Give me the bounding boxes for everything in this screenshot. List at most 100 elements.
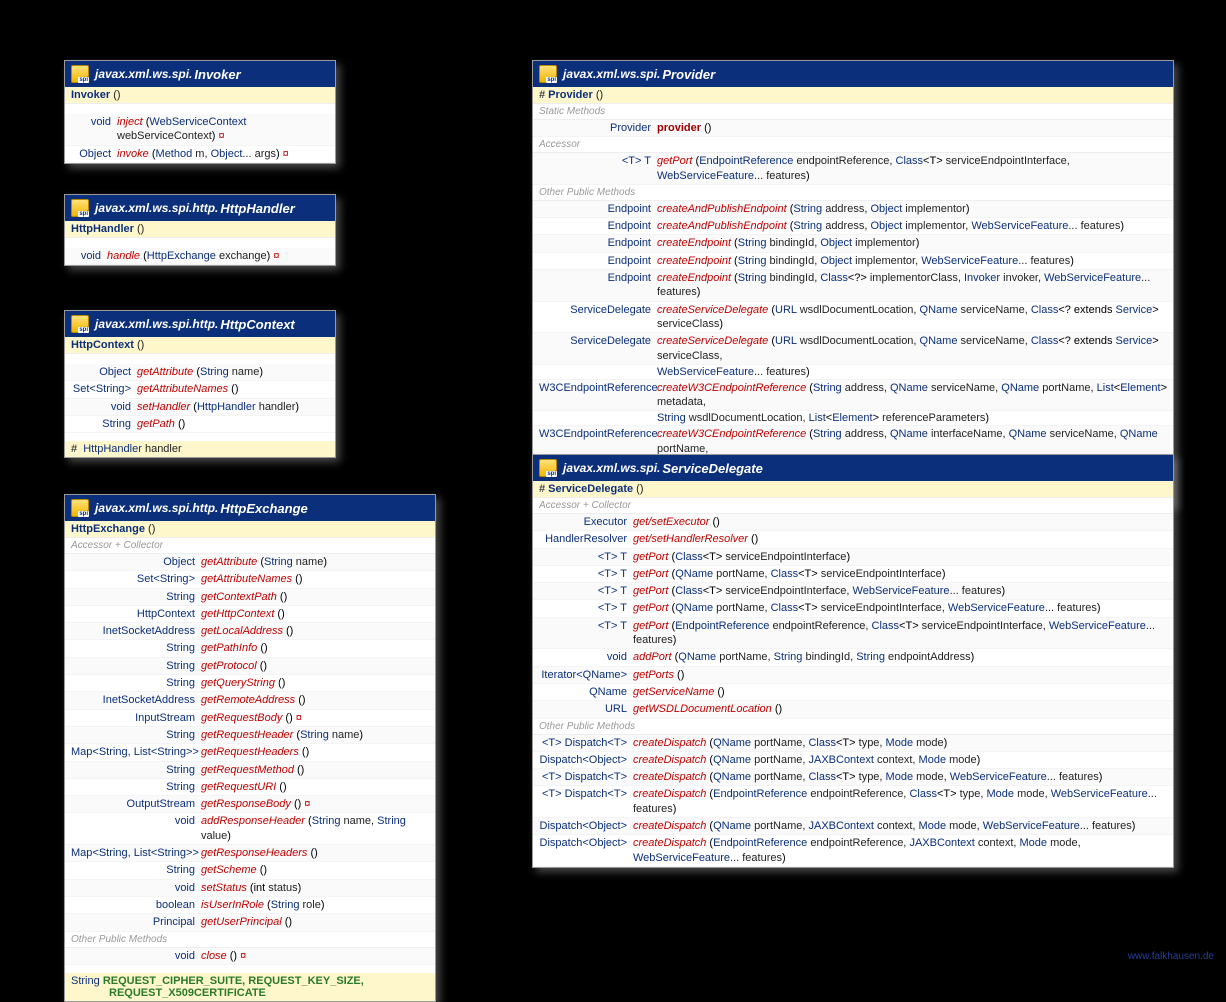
method-signature: createAndPublishEndpoint (String address…	[657, 202, 1167, 216]
method-signature: getPort (EndpointReference endpointRefer…	[657, 154, 1167, 183]
section-label: Accessor + Collector	[65, 538, 435, 554]
method-signature: getScheme ()	[201, 863, 429, 877]
method-signature: getProtocol ()	[201, 659, 429, 673]
method-row: EndpointcreateEndpoint (String bindingId…	[533, 270, 1173, 302]
method-row: InputStreamgetRequestBody ()¤	[65, 710, 435, 727]
method-signature: getRemoteAddress ()	[201, 693, 429, 707]
return-type: <T> Dispatch<T>	[539, 736, 633, 750]
method-row: InetSocketAddressgetLocalAddress ()	[65, 623, 435, 640]
method-row: Providerprovider ()	[533, 120, 1173, 137]
constructor-row: #Provider ()	[533, 87, 1173, 104]
method-signature: getPort (QName portName, Class<T> servic…	[633, 567, 1167, 581]
method-row: Set<String>getAttributeNames ()	[65, 571, 435, 588]
return-type: void	[71, 949, 201, 963]
class-name: Provider	[662, 67, 715, 82]
method-row: EndpointcreateAndPublishEndpoint (String…	[533, 218, 1173, 235]
return-type: void	[71, 249, 107, 263]
return-type: String	[71, 676, 201, 690]
return-type: void	[71, 115, 117, 144]
method-signature: inject (WebServiceContext webServiceCont…	[117, 115, 329, 144]
method-signature: getAttributeNames ()	[201, 572, 429, 586]
return-type: void	[71, 400, 137, 414]
return-type: String	[71, 417, 137, 431]
class-box-servicedelegate: javax.xml.ws.spi.ServiceDelegate#Service…	[532, 454, 1174, 868]
return-type: OutputStream	[71, 797, 201, 811]
method-row: ServiceDelegatecreateServiceDelegate (UR…	[533, 302, 1173, 334]
method-row: URLgetWSDLDocumentLocation ()	[533, 701, 1173, 718]
method-row: <T> TgetPort (QName portName, Class<T> s…	[533, 600, 1173, 617]
method-row: HandlerResolverget/setHandlerResolver ()	[533, 531, 1173, 548]
method-signature: isUserInRole (String role)	[201, 898, 429, 912]
method-row: HttpContextgetHttpContext ()	[65, 606, 435, 623]
method-signature: createAndPublishEndpoint (String address…	[657, 219, 1167, 233]
return-type: <T> T	[539, 601, 633, 615]
method-signature: getPath ()	[137, 417, 329, 431]
method-row: Dispatch<Object>createDispatch (QName po…	[533, 818, 1173, 835]
section-label: Other Public Methods	[533, 185, 1173, 201]
return-type: <T> T	[539, 619, 633, 648]
method-row: <T> TgetPort (Class<T> serviceEndpointIn…	[533, 549, 1173, 566]
return-type: URL	[539, 702, 633, 716]
return-type: <T> T	[539, 567, 633, 581]
method-row: ObjectgetAttribute (String name)	[65, 364, 335, 381]
method-row: voidhandle (HttpExchange exchange)¤	[65, 248, 335, 265]
class-name: Invoker	[194, 67, 240, 82]
constructor-row: HttpHandler ()	[65, 221, 335, 238]
method-row: Iterator<QName>getPorts ()	[533, 667, 1173, 684]
method-signature: getLocalAddress ()	[201, 624, 429, 638]
method-signature: getRequestHeader (String name)	[201, 728, 429, 742]
method-row: voidaddPort (QName portName, String bind…	[533, 649, 1173, 666]
method-signature: createServiceDelegate (URL wsdlDocumentL…	[657, 334, 1167, 363]
section-label: Static Methods	[533, 104, 1173, 120]
method-row: voidinject (WebServiceContext webService…	[65, 114, 335, 146]
method-row: <T> Dispatch<T>createDispatch (EndpointR…	[533, 786, 1173, 818]
method-signature: close ()¤	[201, 949, 429, 963]
method-row: <T> TgetPort (EndpointReference endpoint…	[533, 618, 1173, 650]
method-row: StringgetContextPath ()	[65, 589, 435, 606]
method-row: voidaddResponseHeader (String name, Stri…	[65, 813, 435, 845]
method-signature: createDispatch (QName portName, Class<T>…	[633, 770, 1167, 784]
watermark: www.falkhausen.de	[1128, 951, 1214, 962]
section-label: Accessor + Collector	[533, 498, 1173, 514]
method-signature: getResponseHeaders ()	[201, 846, 429, 860]
package-icon	[71, 65, 89, 83]
method-row: Map<String, List<String>>getResponseHead…	[65, 845, 435, 862]
method-signature: getRequestHeaders ()	[201, 745, 429, 759]
method-signature: provider ()	[657, 121, 1167, 135]
method-signature: getPathInfo ()	[201, 641, 429, 655]
constructor-row: Invoker ()	[65, 87, 335, 104]
method-row: Dispatch<Object>createDispatch (QName po…	[533, 752, 1173, 769]
return-type: void	[539, 650, 633, 664]
return-type: HandlerResolver	[539, 532, 633, 546]
method-row: Objectinvoke (Method m, Object... args)¤	[65, 146, 335, 163]
return-type: String	[71, 780, 201, 794]
method-row: EndpointcreateEndpoint (String bindingId…	[533, 253, 1173, 270]
return-type: Endpoint	[539, 236, 657, 250]
return-type: ServiceDelegate	[539, 334, 657, 363]
package-name: javax.xml.ws.spi.http.	[95, 201, 218, 215]
return-type: String	[71, 590, 201, 604]
package-name: javax.xml.ws.spi.http.	[95, 317, 218, 331]
method-signature: getRequestMethod ()	[201, 763, 429, 777]
return-type: String	[71, 659, 201, 673]
method-signature: addResponseHeader (String name, String v…	[201, 814, 429, 843]
method-signature: createW3CEndpointReference (String addre…	[657, 427, 1167, 456]
method-signature: getPorts ()	[633, 668, 1167, 682]
method-row: W3CEndpointReferencecreateW3CEndpointRef…	[533, 380, 1173, 412]
return-type: <T> T	[539, 584, 633, 598]
method-signature: handle (HttpExchange exchange)¤	[107, 249, 329, 263]
return-type: Endpoint	[539, 254, 657, 268]
section-label: Other Public Methods	[65, 932, 435, 948]
package-name: javax.xml.ws.spi.http.	[95, 501, 218, 515]
constructor-row: HttpContext ()	[65, 337, 335, 354]
method-signature: setHandler (HttpHandler handler)	[137, 400, 329, 414]
return-type: HttpContext	[71, 607, 201, 621]
return-type: Set<String>	[71, 572, 201, 586]
method-signature: getHttpContext ()	[201, 607, 429, 621]
method-row: voidsetHandler (HttpHandler handler)	[65, 399, 335, 416]
return-type: String	[71, 728, 201, 742]
return-type: String	[71, 763, 201, 777]
method-row: StringgetPathInfo ()	[65, 640, 435, 657]
method-signature: createDispatch (QName portName, Class<T>…	[633, 736, 1167, 750]
method-row: PrincipalgetUserPrincipal ()	[65, 914, 435, 931]
